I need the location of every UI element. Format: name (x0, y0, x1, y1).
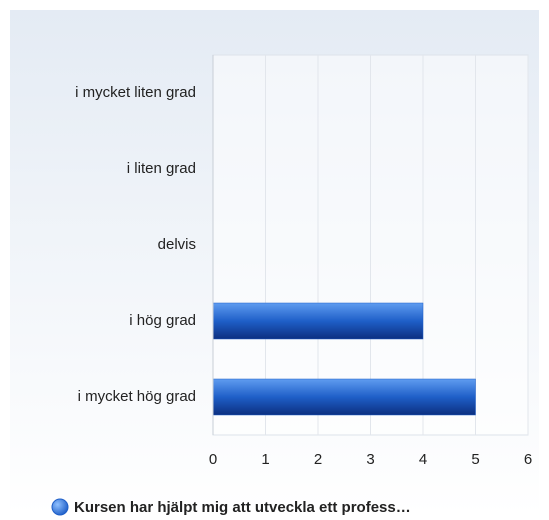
y-tick-label: i mycket liten grad (75, 84, 196, 101)
y-tick-label: i mycket hög grad (78, 388, 196, 405)
y-tick-label: delvis (158, 236, 196, 253)
y-tick-label: i hög grad (129, 312, 196, 329)
bar (212, 302, 424, 340)
x-tick-label: 6 (524, 451, 532, 468)
x-tick-label: 1 (261, 451, 269, 468)
y-tick-label: i liten grad (127, 160, 196, 177)
legend-label: Kursen har hjälpt mig att utveckla ett p… (74, 499, 411, 516)
x-tick-label: 0 (209, 451, 217, 468)
x-tick-label: 3 (366, 451, 374, 468)
bar (212, 378, 476, 416)
legend-marker (51, 498, 69, 516)
x-tick-label: 4 (419, 451, 427, 468)
x-tick-label: 5 (471, 451, 479, 468)
x-tick-label: 2 (314, 451, 322, 468)
